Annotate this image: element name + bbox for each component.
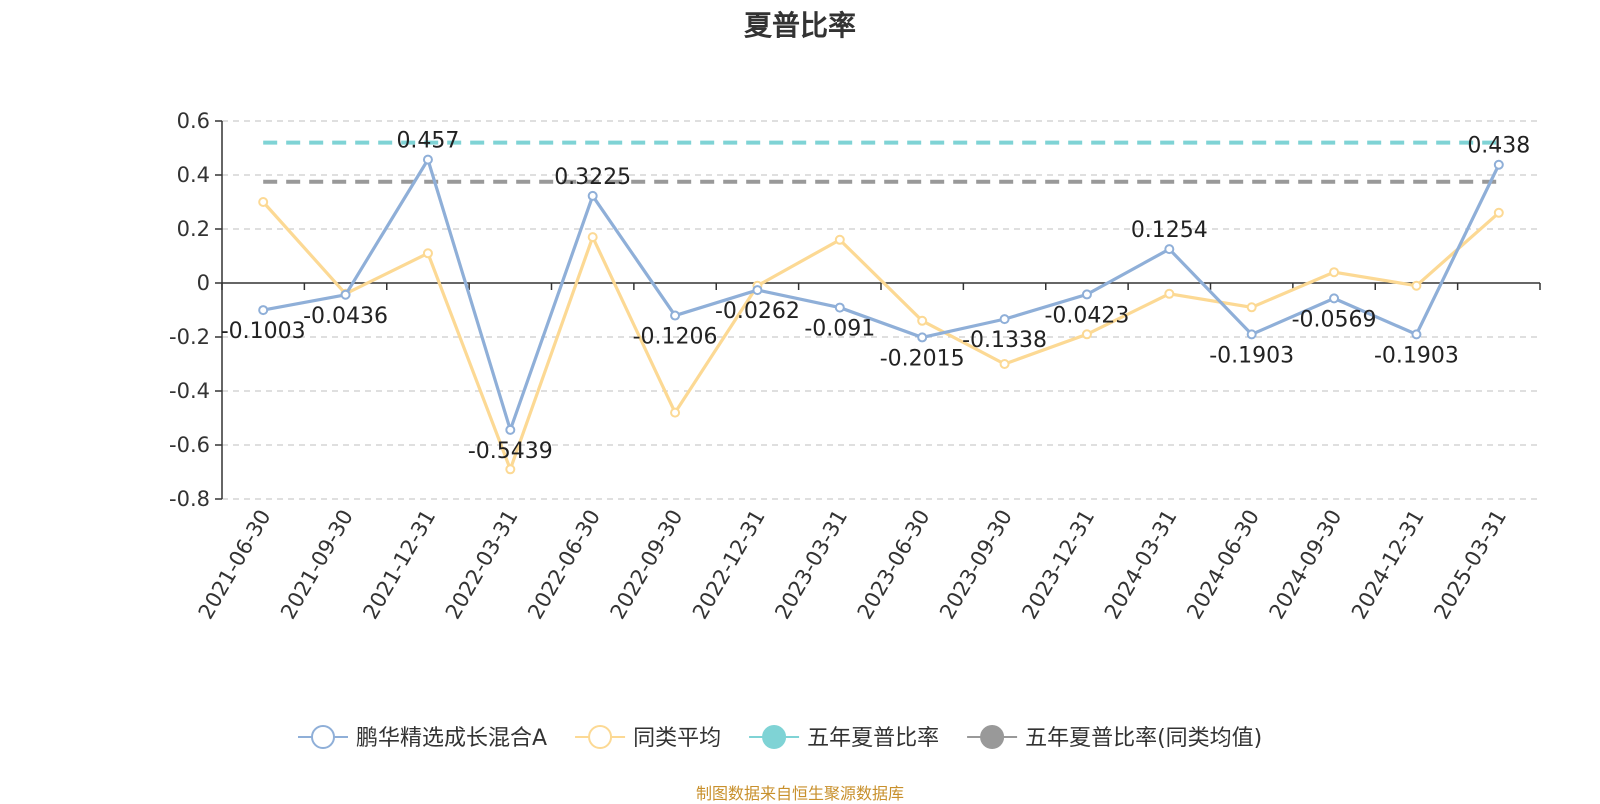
y-tick-label: 0 bbox=[197, 271, 210, 295]
data-label-layer: -0.1003-0.04360.457-0.54390.3225-0.1206-… bbox=[221, 129, 1531, 464]
legend-label: 五年夏普比率 bbox=[807, 726, 939, 751]
peer-average-point bbox=[1164, 288, 1175, 299]
peer-average-point bbox=[1329, 267, 1340, 278]
fund-point bbox=[917, 332, 928, 343]
legend-label: 鹏华精选成长混合A bbox=[356, 726, 547, 751]
y-tick-label: 0.4 bbox=[177, 163, 210, 187]
legend-marker-icon bbox=[762, 725, 787, 749]
fund-point bbox=[670, 310, 681, 321]
peer-average-point bbox=[917, 315, 928, 326]
fund-point bbox=[1164, 244, 1175, 255]
fund-data-label: 0.457 bbox=[396, 129, 459, 154]
peer-average-line bbox=[261, 200, 1500, 474]
series-layer bbox=[258, 140, 1504, 475]
chart-title: 夏普比率 bbox=[743, 9, 856, 42]
fund-data-label: -0.5439 bbox=[468, 439, 553, 464]
peer-average-point bbox=[1081, 329, 1092, 340]
x-tick-label: 2023-06-30 bbox=[853, 506, 935, 624]
fund-data-label: -0.091 bbox=[804, 317, 875, 342]
fund-data-label: 0.3225 bbox=[554, 165, 631, 190]
fund-point bbox=[1493, 159, 1504, 170]
x-tick-label: 2022-03-31 bbox=[441, 506, 523, 624]
fund-data-label: -0.1206 bbox=[633, 325, 718, 350]
y-tick-label: -0.2 bbox=[169, 325, 210, 349]
legend-item-five-year-sharpe: 五年夏普比率 bbox=[749, 725, 939, 751]
fund-point bbox=[422, 154, 433, 165]
fund-point bbox=[1411, 329, 1422, 340]
fund-data-label: -0.1903 bbox=[1374, 343, 1459, 368]
fund-point bbox=[834, 302, 845, 313]
fund-data-label: -0.0423 bbox=[1044, 303, 1129, 328]
fund-data-label: -0.0569 bbox=[1292, 307, 1377, 332]
fund-point bbox=[505, 424, 516, 435]
legend-marker-icon bbox=[980, 725, 1005, 749]
x-tick-label: 2024-09-30 bbox=[1265, 506, 1347, 624]
x-tick-label: 2022-12-31 bbox=[688, 506, 770, 624]
peer-average-point bbox=[999, 359, 1010, 369]
x-tick-label: 2023-09-30 bbox=[935, 506, 1017, 624]
x-tick-label: 2024-03-31 bbox=[1100, 506, 1182, 624]
legend-label: 五年夏普比率(同类均值) bbox=[1025, 726, 1262, 751]
source-note: 制图数据来自恒生聚源数据库 bbox=[695, 784, 904, 803]
peer-average-point bbox=[258, 197, 269, 207]
x-tick-label: 2021-12-31 bbox=[358, 506, 440, 624]
fund-data-label: -0.1003 bbox=[221, 319, 306, 344]
y-tick-label: -0.4 bbox=[169, 379, 210, 403]
legend-marker-icon bbox=[311, 725, 335, 749]
fund-data-label: -0.2015 bbox=[880, 346, 965, 371]
fund-data-label: 0.438 bbox=[1467, 134, 1530, 159]
x-tick-label: 2022-06-30 bbox=[523, 506, 605, 624]
legend-item-fund: 鹏华精选成长混合A bbox=[298, 725, 547, 751]
peer-average-point bbox=[422, 248, 433, 259]
x-tick-label: 2023-03-31 bbox=[770, 506, 852, 624]
x-tick-label: 2022-09-30 bbox=[606, 506, 688, 624]
fund-point bbox=[1246, 329, 1257, 340]
fund-data-label: 0.1254 bbox=[1131, 218, 1208, 243]
legend-item-five-year-peer-sharpe: 五年夏普比率(同类均值) bbox=[967, 725, 1262, 751]
y-tick-label: -0.8 bbox=[169, 487, 210, 511]
fund-point bbox=[999, 314, 1010, 325]
fund-data-label: -0.1338 bbox=[962, 328, 1047, 353]
peer-average-point bbox=[587, 232, 598, 243]
peer-average-point bbox=[834, 234, 845, 245]
peer-average-point bbox=[670, 407, 681, 418]
legend-label: 同类平均 bbox=[633, 726, 721, 751]
fund-point bbox=[340, 289, 351, 300]
fund-data-label: -0.1903 bbox=[1209, 343, 1294, 368]
x-tick-label: 2024-06-30 bbox=[1182, 506, 1264, 624]
x-tick-label: 2025-03-31 bbox=[1429, 506, 1511, 624]
x-tick-label: 2023-12-31 bbox=[1017, 506, 1099, 624]
fund-point bbox=[1081, 289, 1092, 300]
peer-average-point bbox=[1411, 280, 1422, 291]
legend: 鹏华精选成长混合A 同类平均 五年夏普比率 五年夏普比率(同类均值) bbox=[298, 725, 1262, 751]
fund-point bbox=[752, 285, 763, 296]
fund-point bbox=[587, 190, 598, 201]
legend-marker-icon bbox=[588, 725, 613, 749]
peer-average-point bbox=[1493, 207, 1504, 218]
y-tick-label: -0.6 bbox=[169, 433, 210, 457]
peer-average-point bbox=[1246, 302, 1257, 313]
y-tick-label: 0.6 bbox=[177, 109, 210, 133]
fund-point bbox=[1329, 293, 1340, 304]
legend-item-peer-average: 同类平均 bbox=[575, 725, 721, 751]
fund-data-label: -0.0262 bbox=[715, 299, 800, 324]
fund-data-label: -0.0436 bbox=[303, 304, 388, 329]
fund-point bbox=[258, 305, 269, 316]
fund-line bbox=[262, 155, 1501, 435]
x-tick-label: 2024-12-31 bbox=[1347, 506, 1429, 624]
y-tick-label: 0.2 bbox=[177, 217, 210, 241]
x-tick-label: 2021-06-30 bbox=[194, 506, 276, 624]
x-tick-label: 2021-09-30 bbox=[276, 506, 358, 624]
peer-average-point bbox=[505, 464, 516, 475]
